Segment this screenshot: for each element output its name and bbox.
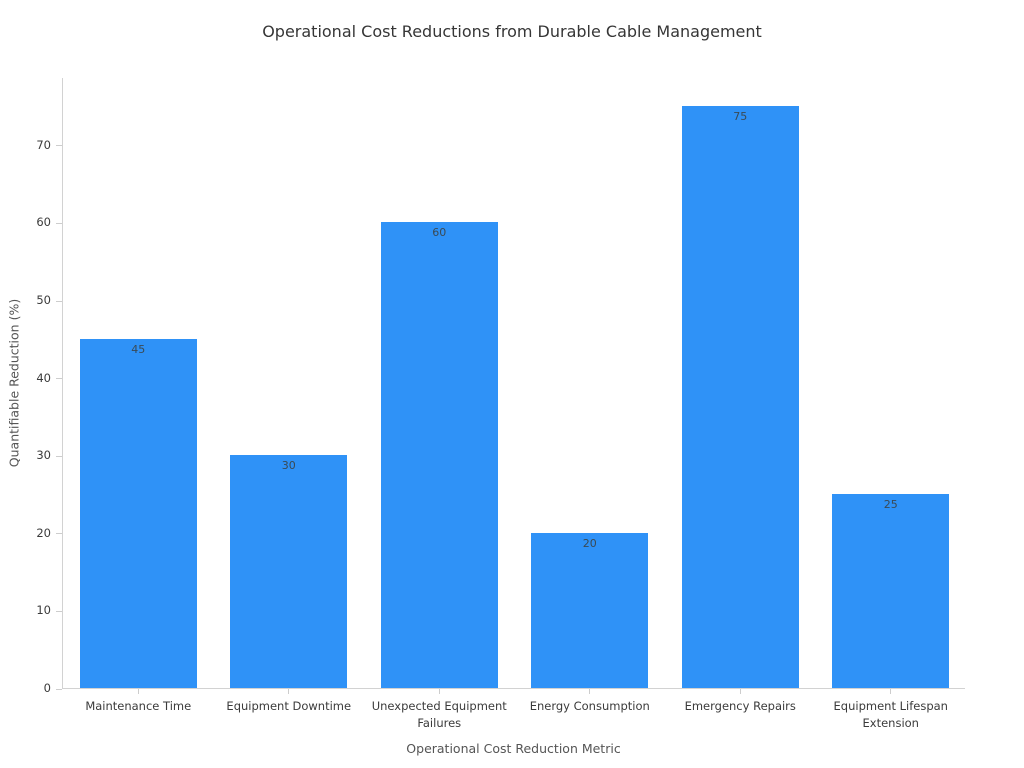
bar: 75 [681,106,799,688]
x-tick-mark [890,689,892,694]
y-tick-mark [56,222,62,224]
x-tick-label: Energy Consumption [529,699,650,713]
x-axis-title: Operational Cost Reduction Metric [406,741,621,756]
bar-value-label: 75 [733,110,748,124]
y-tick-mark [56,145,62,147]
y-tick-mark [56,300,62,302]
y-tick-label: 70 [36,137,51,152]
bar: 60 [380,222,498,688]
y-tick-label: 60 [36,215,51,230]
y-tick-label: 20 [36,525,51,540]
bar: 25 [832,494,950,688]
x-tick-label: Maintenance Time [85,699,192,713]
bar-value-label: 60 [432,226,447,240]
x-tick-mark [137,689,139,694]
x-tick-label: Unexpected Equipment Failures [371,699,507,730]
x-tick-mark [589,689,591,694]
y-tick-label: 40 [36,370,51,385]
bar-value-label: 45 [131,342,146,356]
x-tick-mark [438,689,440,694]
chart-title: Operational Cost Reductions from Durable… [262,22,762,41]
plot-area: 0 10 20 30 40 50 60 70 45 Maintenance Time 30 Equip… [36,78,965,730]
x-tick-mark [739,689,741,694]
y-tick-mark [56,688,62,690]
x-tick-label: Equipment Lifespan Extension [833,699,948,730]
bar-value-label: 25 [883,498,898,512]
x-tick-label: Emergency Repairs [684,699,796,713]
y-tick-label: 0 [43,681,51,695]
y-tick-mark [56,378,62,380]
y-tick-label: 10 [36,603,51,618]
bar: 45 [79,338,197,688]
bar: 30 [230,455,348,688]
bar: 20 [531,532,649,688]
y-tick-label: 50 [36,293,51,308]
y-tick-mark [56,533,62,535]
bar-value-label: 30 [281,459,296,473]
x-tick-mark [288,689,290,694]
bar-value-label: 20 [582,536,597,550]
y-tick-mark [56,610,62,612]
y-tick-mark [56,455,62,457]
x-tick-label: Equipment Downtime [226,699,352,713]
y-tick-label: 30 [36,448,51,463]
